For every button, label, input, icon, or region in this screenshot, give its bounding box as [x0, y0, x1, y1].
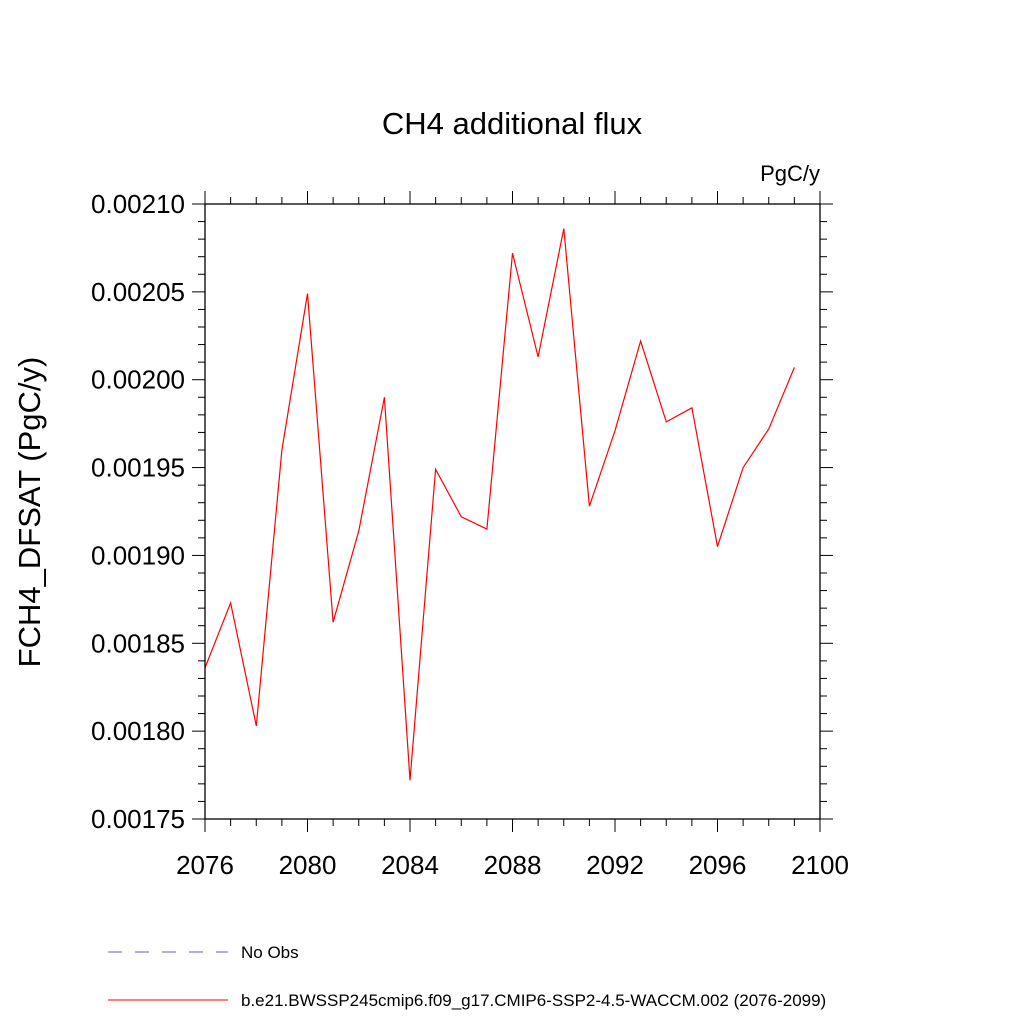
- x-tick-label: 2096: [689, 850, 747, 880]
- x-tick-label: 2084: [381, 850, 439, 880]
- x-tick-label: 2092: [586, 850, 644, 880]
- y-tick-label: 0.00205: [91, 277, 185, 307]
- y-axis-label: FCH4_DFSAT (PgC/y): [12, 357, 47, 668]
- x-tick-label: 2080: [279, 850, 337, 880]
- chart-title: CH4 additional flux: [382, 106, 643, 141]
- y-axis-tick-labels: 0.00175 0.00180 0.00185 0.00190 0.00195 0.002…: [91, 189, 185, 834]
- y-tick-label: 0.00180: [91, 716, 185, 746]
- y-tick-label: 0.00175: [91, 804, 185, 834]
- y-tick-label: 0.00185: [91, 628, 185, 658]
- series-lines: [204, 228, 795, 781]
- legend-label: b.e21.BWSSP245cmip6.f09_g17.CMIP6-SSP2-4…: [241, 991, 826, 1010]
- units-label: PgC/y: [760, 161, 820, 186]
- x-axis-tick-labels: 2076 2080 2084 2088 2092 2096 2100: [176, 850, 849, 880]
- y-tick-label: 0.00190: [91, 540, 185, 570]
- x-tick-label: 2100: [791, 850, 849, 880]
- axis-ticks: [192, 191, 833, 832]
- legend-label: No Obs: [241, 943, 299, 962]
- y-tick-label: 0.00195: [91, 453, 185, 483]
- plot-frame: [204, 203, 821, 820]
- x-tick-label: 2076: [176, 850, 234, 880]
- x-tick-label: 2088: [484, 850, 542, 880]
- y-tick-label: 0.00200: [91, 365, 185, 395]
- legend: No Obs b.e21.BWSSP245cmip6.f09_g17.CMIP6-…: [108, 943, 826, 1010]
- series-line: [204, 228, 795, 781]
- y-tick-label: 0.00210: [91, 189, 185, 219]
